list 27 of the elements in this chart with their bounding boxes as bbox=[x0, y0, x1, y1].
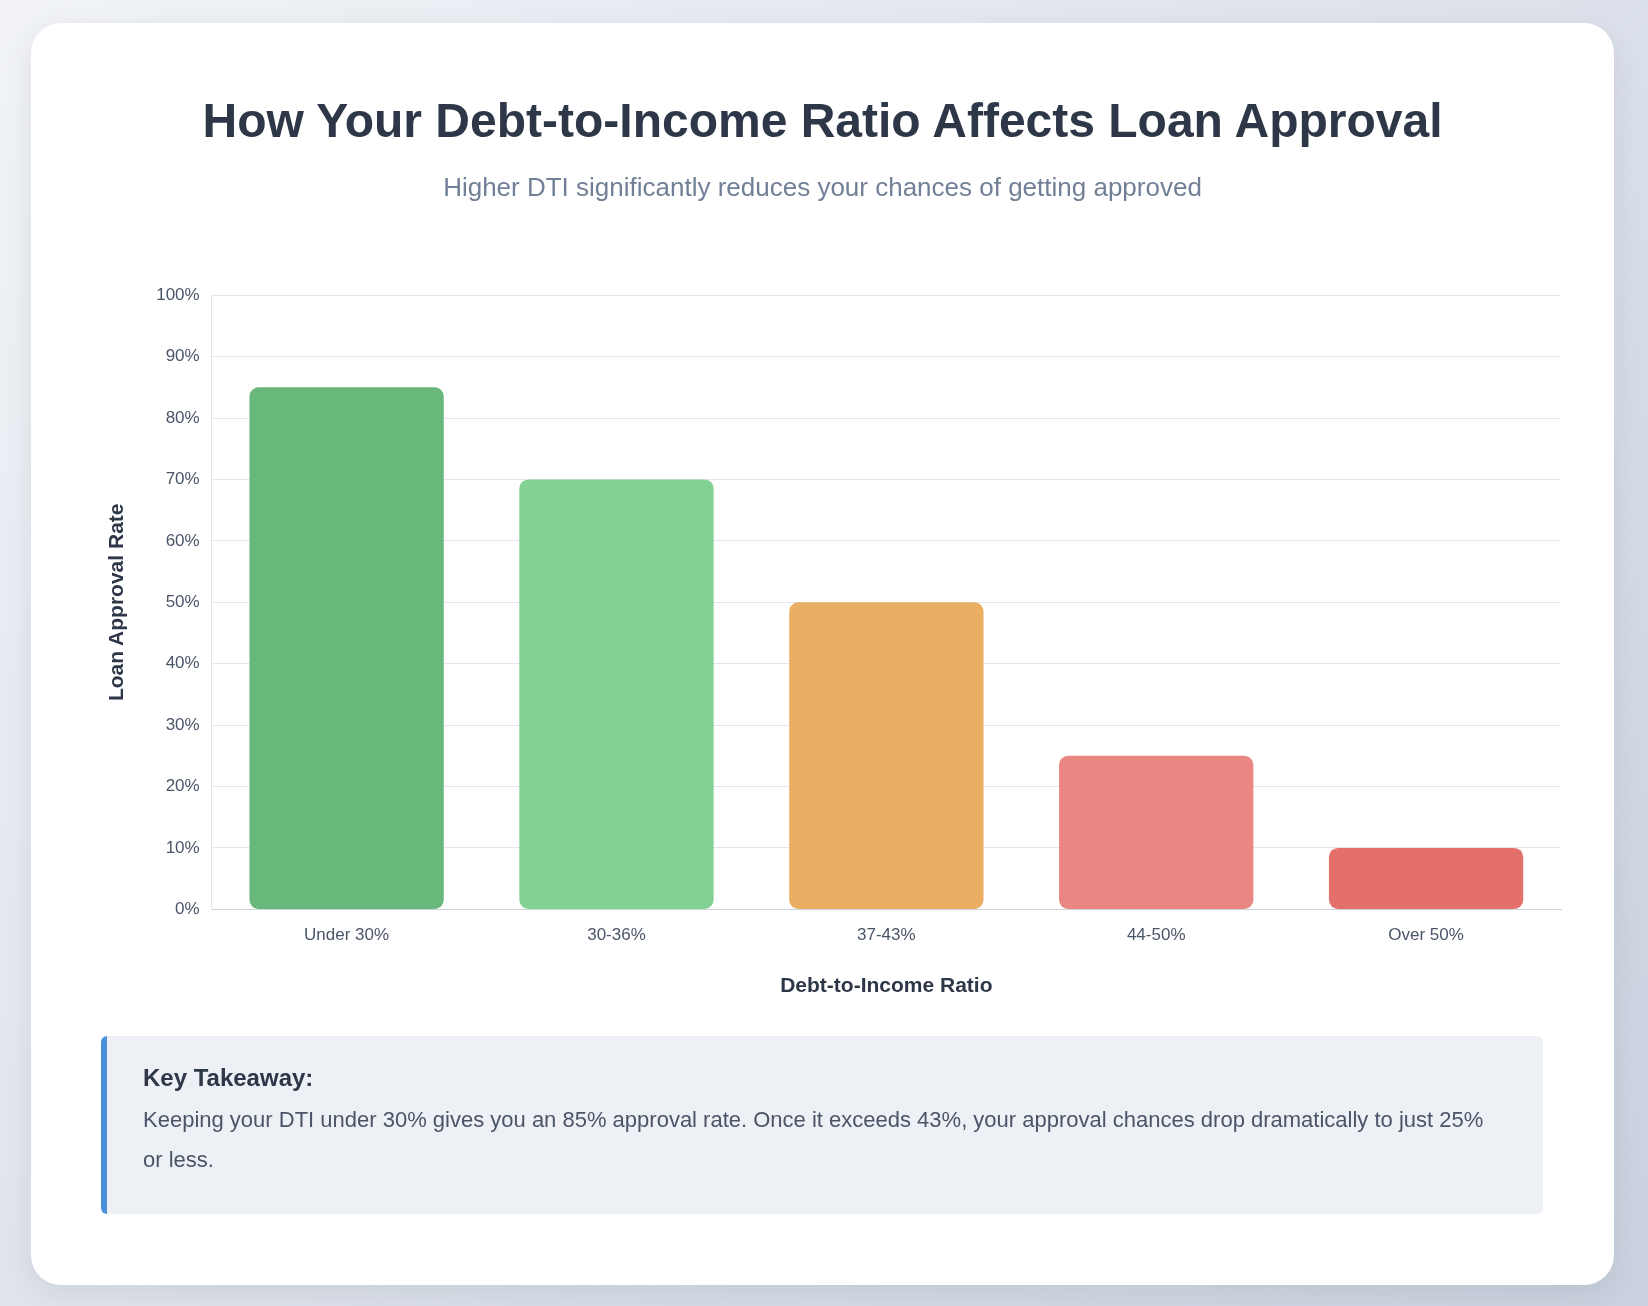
bar bbox=[1059, 755, 1254, 909]
x-tick-label: 37-43% bbox=[857, 925, 916, 945]
chart-subtitle: Higher DTI significantly reduces your chances of getting approved bbox=[442, 172, 1203, 203]
bar bbox=[1328, 847, 1524, 909]
y-tick-label: 10% bbox=[165, 837, 200, 857]
bar bbox=[519, 479, 714, 909]
y-tick-label: 60% bbox=[165, 530, 200, 550]
y-axis-title: Loan Approval Rate bbox=[104, 503, 128, 702]
y-tick-label: 0% bbox=[175, 899, 200, 919]
y-tick-label: 50% bbox=[165, 591, 200, 611]
y-tick-label: 80% bbox=[165, 407, 200, 427]
x-tick-label: Over 50% bbox=[1388, 925, 1464, 945]
x-tick-label: 44-50% bbox=[1126, 925, 1186, 945]
text: Key Takeaway: bbox=[143, 1064, 315, 1092]
x-axis-title: Debt-to-Income Ratio bbox=[780, 973, 993, 997]
y-tick-label: 30% bbox=[165, 714, 200, 734]
x-tick-label: Under 30% bbox=[304, 925, 390, 945]
y-tick-label: 100% bbox=[156, 284, 200, 304]
y-tick-label: 40% bbox=[165, 653, 200, 673]
y-tick-label: 70% bbox=[165, 469, 200, 489]
y-tick-label: 20% bbox=[165, 776, 200, 796]
x-tick-label: 30-36% bbox=[587, 925, 646, 945]
chart-title: How Your Debt-to-Income Ratio Affects Loan Approval bbox=[201, 93, 1444, 148]
y-tick-label: 90% bbox=[165, 346, 200, 366]
bar bbox=[789, 602, 984, 909]
text: Keeping your DTI under 30% gives you an 85% approval rate. Once it exceeds 43%, your approval chances drop dramatically to just 25% or less. bbox=[143, 1106, 1485, 1174]
bar bbox=[249, 387, 444, 909]
